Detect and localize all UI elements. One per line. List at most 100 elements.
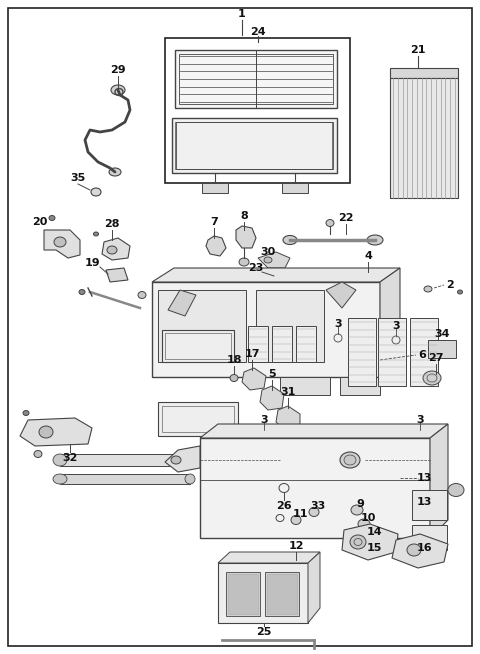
Bar — [428, 340, 456, 358]
Bar — [410, 318, 438, 386]
Bar — [340, 377, 380, 395]
Text: 3: 3 — [260, 415, 268, 425]
Text: 31: 31 — [280, 387, 296, 397]
Polygon shape — [258, 252, 290, 268]
Bar — [176, 122, 333, 169]
Bar — [158, 402, 238, 436]
Bar — [390, 78, 458, 198]
Polygon shape — [242, 368, 266, 390]
Bar — [162, 330, 234, 362]
Text: 29: 29 — [110, 65, 126, 75]
Text: 28: 28 — [104, 219, 120, 229]
Bar — [218, 563, 308, 623]
Text: 3: 3 — [334, 319, 342, 329]
Text: 30: 30 — [260, 247, 276, 257]
Ellipse shape — [230, 375, 238, 381]
Ellipse shape — [39, 426, 53, 438]
Ellipse shape — [457, 290, 463, 294]
Ellipse shape — [94, 232, 98, 236]
Text: 7: 7 — [210, 217, 218, 227]
Text: 3: 3 — [392, 321, 400, 331]
Text: 20: 20 — [32, 217, 48, 227]
Polygon shape — [106, 268, 128, 282]
Ellipse shape — [49, 216, 55, 220]
Polygon shape — [152, 268, 400, 282]
Ellipse shape — [291, 515, 301, 525]
Polygon shape — [44, 230, 80, 258]
Bar — [202, 183, 228, 193]
Ellipse shape — [91, 188, 101, 196]
Text: 17: 17 — [244, 349, 260, 359]
Text: 13: 13 — [416, 473, 432, 483]
Text: 15: 15 — [366, 543, 382, 553]
Ellipse shape — [53, 474, 67, 484]
Ellipse shape — [344, 455, 356, 465]
Text: 21: 21 — [410, 45, 426, 55]
Text: 34: 34 — [434, 329, 450, 339]
Bar — [265, 572, 299, 616]
Text: 19: 19 — [84, 258, 100, 268]
Bar — [60, 454, 190, 466]
Text: 35: 35 — [71, 173, 85, 183]
Polygon shape — [392, 534, 448, 568]
Bar — [390, 68, 458, 78]
Ellipse shape — [309, 508, 319, 517]
Text: 8: 8 — [240, 211, 248, 221]
Polygon shape — [260, 270, 288, 286]
Bar — [165, 38, 350, 183]
Bar — [412, 490, 447, 520]
Ellipse shape — [54, 237, 66, 247]
Text: 22: 22 — [338, 213, 354, 223]
Ellipse shape — [109, 168, 121, 176]
Bar — [282, 183, 308, 193]
Ellipse shape — [107, 246, 117, 254]
Ellipse shape — [171, 456, 181, 464]
Ellipse shape — [239, 258, 249, 266]
Ellipse shape — [216, 477, 224, 483]
Polygon shape — [102, 238, 130, 260]
Polygon shape — [276, 406, 300, 430]
Text: 14: 14 — [366, 527, 382, 537]
Text: 12: 12 — [288, 541, 304, 551]
Bar — [256, 290, 324, 362]
Bar — [179, 54, 333, 104]
Bar — [152, 282, 380, 377]
Ellipse shape — [351, 505, 363, 515]
Polygon shape — [236, 226, 256, 248]
Text: 5: 5 — [268, 369, 276, 379]
Text: 2: 2 — [446, 280, 454, 290]
Ellipse shape — [138, 292, 146, 298]
Bar — [175, 50, 337, 108]
Text: 6: 6 — [418, 350, 426, 360]
Bar — [248, 326, 268, 362]
Text: 3: 3 — [416, 415, 424, 425]
Ellipse shape — [34, 451, 42, 458]
Ellipse shape — [111, 85, 125, 95]
Bar — [226, 572, 260, 616]
Ellipse shape — [185, 454, 195, 466]
Ellipse shape — [423, 371, 441, 385]
Polygon shape — [165, 446, 200, 472]
Ellipse shape — [358, 519, 370, 529]
Bar — [200, 438, 430, 538]
Text: 24: 24 — [250, 27, 266, 37]
Bar — [348, 318, 376, 386]
Text: 9: 9 — [356, 499, 364, 509]
Polygon shape — [380, 268, 400, 377]
Ellipse shape — [448, 483, 464, 496]
Ellipse shape — [23, 411, 29, 415]
Polygon shape — [326, 282, 356, 308]
Bar — [296, 326, 316, 362]
Polygon shape — [218, 552, 320, 563]
Ellipse shape — [264, 257, 272, 263]
Text: 27: 27 — [428, 353, 444, 363]
Bar — [280, 377, 330, 395]
Ellipse shape — [79, 290, 85, 294]
Text: 13: 13 — [416, 497, 432, 507]
Polygon shape — [342, 524, 398, 560]
Bar — [158, 290, 246, 362]
Bar — [175, 122, 332, 169]
Ellipse shape — [340, 452, 360, 468]
Ellipse shape — [326, 220, 334, 226]
Ellipse shape — [424, 286, 432, 292]
